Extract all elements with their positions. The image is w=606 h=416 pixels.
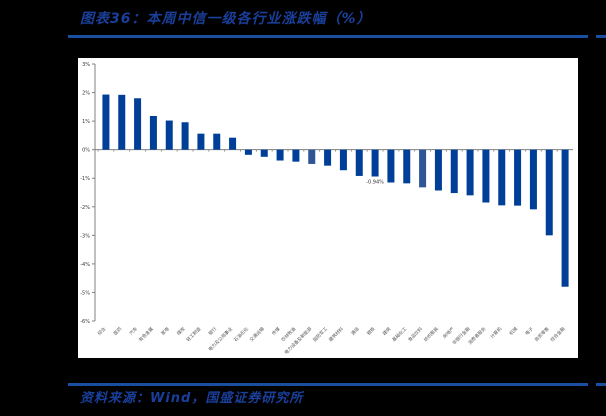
x-tick-label: 综合	[96, 325, 108, 337]
footer-divider-tail	[596, 383, 606, 386]
y-tick-label: -2%	[80, 205, 90, 211]
bar	[482, 149, 490, 203]
footer-divider	[68, 383, 588, 386]
bar	[102, 94, 110, 150]
bar	[308, 149, 316, 164]
bar	[355, 149, 363, 176]
bar	[324, 149, 332, 166]
bar	[229, 137, 237, 150]
y-tick-label: 2%	[82, 91, 90, 97]
x-tick-label: 建筑材料	[327, 325, 345, 343]
x-tick-label: 传媒	[270, 325, 282, 337]
y-tick-label: -4%	[80, 262, 90, 268]
y-tick-label: 1%	[82, 119, 90, 125]
bar	[165, 120, 173, 150]
data-label: -0.94%	[366, 180, 384, 186]
x-tick-label: 电力设备及新能源	[283, 325, 314, 356]
bar	[213, 133, 221, 150]
x-tick-label: 通信	[349, 325, 361, 337]
bar	[419, 149, 427, 188]
x-tick-label: 煤炭	[175, 325, 187, 337]
bar	[561, 149, 569, 287]
x-tick-label: 机械	[508, 325, 520, 337]
bar	[498, 149, 506, 206]
x-tick-label: 商贸零售	[533, 325, 551, 343]
x-tick-label: 纺织服装	[422, 325, 440, 343]
bar	[434, 149, 442, 191]
x-tick-label: 交通运输	[248, 325, 266, 343]
bar	[292, 149, 300, 162]
bar	[149, 115, 157, 150]
y-tick-label: -6%	[80, 319, 90, 325]
bar	[387, 149, 395, 183]
bar	[134, 98, 142, 150]
x-tick-label: 国防军工	[311, 325, 329, 343]
bar	[244, 149, 252, 155]
y-tick-label: 0%	[82, 148, 90, 154]
x-tick-label: 计算机	[489, 325, 504, 340]
bar	[339, 149, 347, 171]
x-tick-label: 汽车	[128, 325, 140, 337]
x-tick-label: 银行	[207, 325, 219, 337]
x-tick-label: 轻工制造	[185, 325, 203, 343]
bar	[118, 94, 126, 150]
title-divider-tail	[596, 35, 606, 38]
chart-title: 图表36：本周中信一级各行业涨跌幅（%）	[80, 11, 372, 27]
title-divider	[68, 35, 588, 38]
bar	[514, 149, 522, 206]
y-tick-label: -5%	[80, 290, 90, 296]
x-tick-label: 钢铁	[365, 325, 377, 337]
bar	[466, 149, 474, 196]
bar	[403, 149, 411, 184]
bar-chart: 3% 2% 1% 0% -1% -2% -3% -4% -5% -6% 综合 医药 汽车 有色金属 家电 煤炭…	[80, 62, 573, 356]
x-tick-label: 电子	[524, 325, 536, 337]
x-tick-label: 综合金融	[549, 325, 567, 343]
y-tick-label: 3%	[82, 62, 90, 68]
x-tick-label: 房地产	[441, 325, 456, 340]
y-tick-label: -1%	[80, 176, 90, 182]
bar	[197, 133, 205, 150]
bar	[529, 149, 537, 210]
x-tick-label: 食品饮料	[406, 325, 424, 343]
x-tick-label: 消费者服务	[466, 325, 487, 346]
x-tick-label: 医药	[112, 325, 124, 337]
chart-area: 3% 2% 1% 0% -1% -2% -3% -4% -5% -6% 综合 医药 汽车 有色金属 家电 煤炭…	[78, 58, 578, 358]
x-tick-label: 石油石化	[232, 325, 250, 343]
x-tick-label: 有色金属	[137, 325, 155, 343]
y-tick-label: -3%	[80, 233, 90, 239]
bar	[181, 122, 189, 150]
bar	[450, 149, 458, 194]
bar	[545, 149, 553, 236]
bar	[371, 149, 379, 177]
x-tick-label: 基础化工	[390, 325, 408, 343]
x-tick-label: 建筑	[381, 325, 393, 337]
bar	[276, 149, 284, 161]
bar	[260, 149, 268, 157]
x-tick-label: 家电	[159, 325, 171, 337]
source-note: 资料来源：Wind，国盛证券研究所	[80, 391, 304, 406]
